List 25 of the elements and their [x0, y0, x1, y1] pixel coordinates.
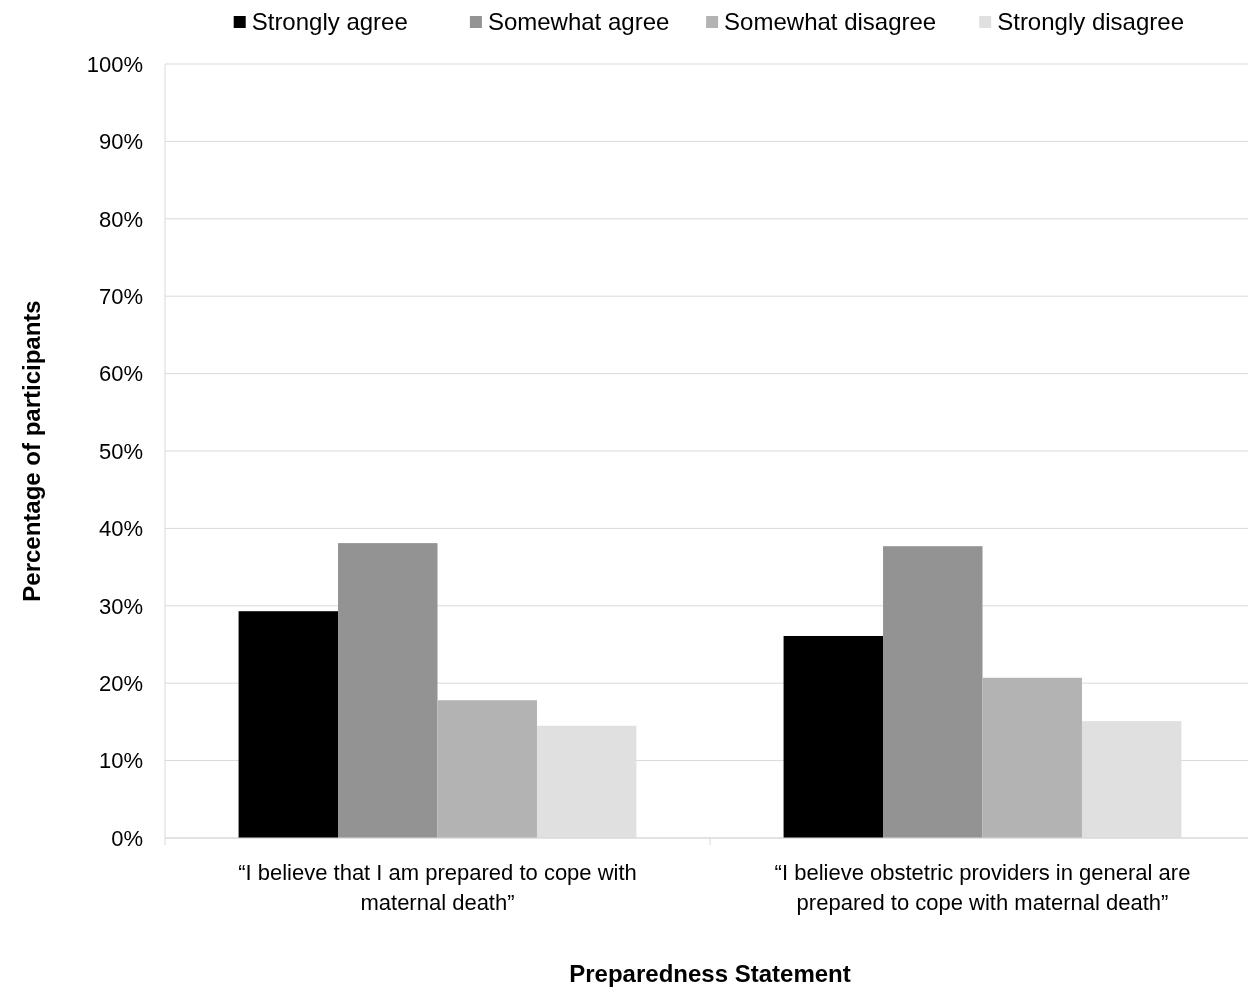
- y-tick-label: 70%: [98, 283, 143, 309]
- y-tick-label: 20%: [98, 670, 143, 696]
- y-tick-label: 0%: [111, 825, 143, 851]
- x-tick-label: “I believe that I am prepared to cope with maternal death”: [238, 860, 637, 915]
- y-tick-label: 10%: [98, 748, 143, 774]
- x-tick-label: “I believe obstetric providers in general are prepared to cope with maternal death”: [774, 860, 1191, 915]
- bar: [883, 546, 983, 838]
- legend-label: Strongly agree: [251, 8, 408, 36]
- bar: [437, 700, 537, 838]
- bar: [238, 611, 339, 838]
- legend-label: Strongly disagree: [997, 8, 1184, 36]
- bar: [783, 635, 884, 838]
- y-tick-label: 30%: [98, 593, 143, 619]
- y-tick-label: 90%: [98, 129, 143, 155]
- y-axis-title: Percentage of participants: [18, 300, 45, 602]
- y-tick-label: 100%: [86, 51, 143, 77]
- bar: [982, 677, 1082, 838]
- y-tick-label: 60%: [98, 361, 143, 387]
- legend-label: Somewhat agree: [487, 8, 670, 36]
- y-tick-label: 50%: [98, 438, 143, 464]
- bar: [338, 543, 438, 838]
- y-tick-label: 40%: [98, 516, 143, 542]
- legend-label: Somewhat disagree: [724, 8, 937, 36]
- x-axis-title: Preparedness Statement: [569, 960, 851, 987]
- y-tick-label: 80%: [98, 206, 143, 232]
